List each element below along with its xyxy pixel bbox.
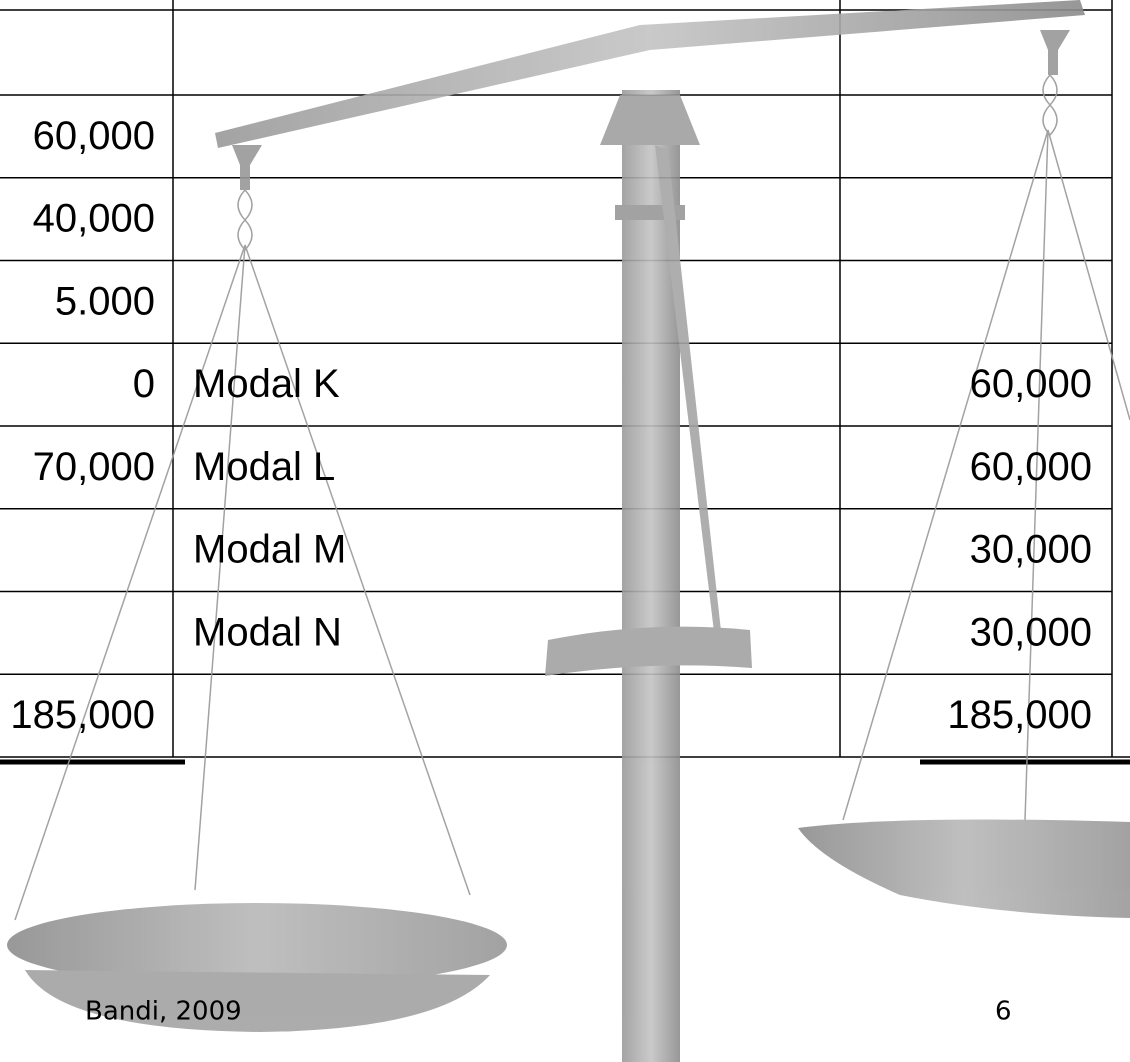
footer-author: Bandi, 2009 [85, 997, 242, 1027]
cell-right: 60,000 [970, 362, 1092, 406]
left-pan [7, 903, 507, 987]
cell-middle: Modal N [193, 610, 342, 654]
string [842, 129, 1049, 821]
string [194, 244, 246, 891]
cell-left: 0 [133, 362, 155, 406]
cell-middle: Modal K [193, 362, 340, 406]
cell-left: 5.000 [55, 279, 155, 323]
chain-link [237, 189, 253, 252]
cell-right: 60,000 [970, 445, 1092, 489]
table-grid [0, 0, 1130, 765]
cell-middle: Modal M [193, 528, 346, 572]
string [1047, 129, 1130, 421]
scale-plate [545, 626, 752, 676]
balance-scale-illustration [7, 0, 1130, 1062]
string [244, 244, 471, 896]
cell-right: 185,000 [947, 693, 1092, 737]
pointer [655, 145, 722, 640]
left-pan-bowl [25, 970, 490, 1032]
cell-middle: Modal L [193, 445, 335, 489]
cell-right: 30,000 [970, 610, 1092, 654]
beam [215, 0, 1085, 148]
cell-left: 40,000 [33, 197, 155, 241]
table-text: 60,000 40,000 5.000 0 Modal K 60,000 70,000 Mod… [10, 114, 1092, 737]
string [1024, 129, 1049, 821]
chain-link [1042, 74, 1058, 137]
cell-left: 60,000 [33, 114, 155, 158]
pivot [600, 95, 700, 145]
right-pan [798, 819, 1130, 918]
cell-left: 70,000 [33, 445, 155, 489]
footer-page: 6 [995, 997, 1012, 1027]
cell-left: 185,000 [10, 693, 155, 737]
cell-right: 30,000 [970, 528, 1092, 572]
string [14, 244, 246, 921]
hanger [232, 145, 262, 190]
hanger [1040, 30, 1070, 75]
